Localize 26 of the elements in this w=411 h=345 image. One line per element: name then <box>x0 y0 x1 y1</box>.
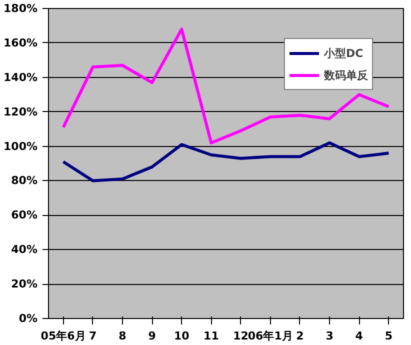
x-tick-label: 11 <box>204 330 219 342</box>
y-tick-label: 180% <box>4 2 38 15</box>
y-tick-label: 40% <box>11 243 38 256</box>
legend-label: 小型DC <box>324 46 364 60</box>
x-tick-label: 9 <box>148 330 156 342</box>
y-tick-label: 100% <box>4 140 38 153</box>
y-tick-label: 140% <box>4 70 38 84</box>
y-tick-label: 120% <box>4 105 38 118</box>
x-tick-label: 8 <box>118 330 126 342</box>
x-tick-label: 12 <box>233 330 248 342</box>
x-tick-label: 10 <box>174 330 190 342</box>
line-series <box>62 141 390 182</box>
y-tick-label: 60% <box>11 208 38 222</box>
x-tick-label: 7 <box>89 330 97 342</box>
y-tick-label: 80% <box>11 174 38 188</box>
x-tick-label: 3 <box>326 330 334 342</box>
y-tick-label: 160% <box>4 36 38 50</box>
x-tick-label: 05年6月 <box>40 330 86 342</box>
x-tick-label: 5 <box>384 330 393 342</box>
y-tick-label: 0% <box>18 312 38 325</box>
line-series <box>62 28 390 144</box>
x-tick-label: 4 <box>355 330 364 342</box>
x-tick-label: 06年1月 <box>248 330 293 342</box>
legend-label: 数码单反 <box>324 68 368 82</box>
y-tick-label: 20% <box>11 278 38 291</box>
x-tick-label: 2 <box>296 330 304 342</box>
